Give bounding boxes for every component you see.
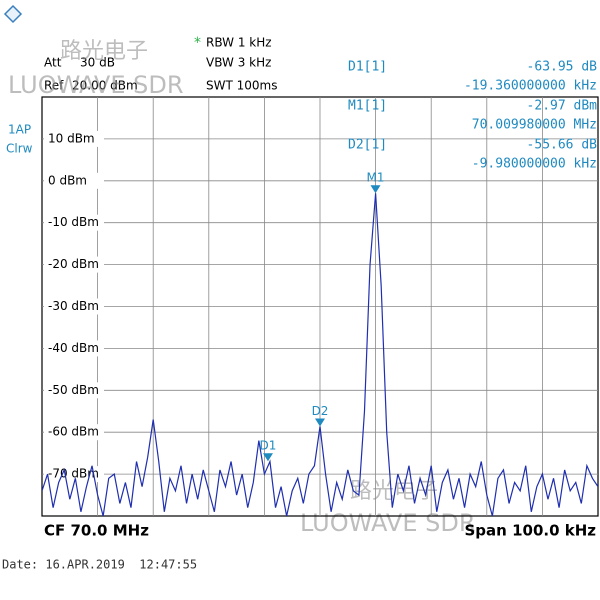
marker-label: D1: [260, 439, 277, 453]
ref-label: Ref: [44, 79, 64, 93]
y-tick-label: -40 dBm: [48, 341, 99, 355]
center-frequency: CF 70.0 MHz: [44, 522, 149, 540]
marker-label: M1: [366, 171, 384, 185]
marker: [370, 185, 381, 194]
readout-value: -63.95 dB: [527, 60, 598, 75]
y-tick-label: 0 dBm: [48, 173, 87, 187]
rbw: RBW 1 kHz: [206, 36, 272, 50]
y-tick-label: -30 dBm: [48, 299, 99, 313]
marker: [315, 418, 325, 427]
tick-label-bg: [44, 172, 104, 189]
readout-position: -19.360000000 kHz: [464, 79, 597, 94]
att-label: Att: [44, 56, 62, 70]
watermark-en: LUOWAVE SDR: [8, 71, 184, 99]
watermark-cn: 路光电子: [60, 39, 148, 64]
y-tick-label: -20 dBm: [48, 257, 99, 271]
span: Span 100.0 kHz: [465, 522, 597, 540]
date: Date: 16.APR.2019 12:47:55: [2, 558, 197, 572]
swt: SWT 100ms: [206, 79, 277, 93]
att-value: 30 dB: [80, 56, 115, 70]
readout-name: D2[1]: [348, 138, 387, 153]
marker-label: D2: [312, 404, 329, 418]
readout-value: -55.66 dB: [527, 138, 598, 153]
vbw: VBW 3 kHz: [206, 56, 271, 70]
readout-position: -9.980000000 kHz: [472, 157, 597, 172]
tick-label-bg: [44, 298, 104, 315]
y-tick-label: -50 dBm: [48, 383, 99, 397]
trace-mode: Clrw: [6, 142, 33, 156]
readout-position: 70.009980000 MHz: [472, 118, 597, 133]
readout-value: -2.97 dBm: [527, 99, 598, 114]
watermark-en: LUOWAVE SDR: [300, 509, 476, 537]
trace: [42, 193, 598, 516]
logo: [3, 4, 23, 24]
trace-label: 1AP: [8, 123, 31, 137]
tick-label-bg: [44, 424, 104, 441]
y-tick-label: -10 dBm: [48, 215, 99, 229]
y-tick-label: 10 dBm: [48, 131, 95, 145]
tick-label-bg: [44, 130, 104, 147]
readout-name: D1[1]: [348, 60, 387, 75]
tick-label-bg: [44, 214, 104, 231]
tick-label-bg: [44, 340, 104, 357]
marker: [262, 453, 273, 462]
tick-label-bg: [44, 256, 104, 273]
y-tick-label: -60 dBm: [48, 425, 99, 439]
tick-label-bg: [44, 382, 104, 399]
readout-name: M1[1]: [348, 99, 387, 114]
rbw-flag: *: [194, 35, 201, 51]
ref-value: 20.00 dBm: [72, 79, 138, 93]
